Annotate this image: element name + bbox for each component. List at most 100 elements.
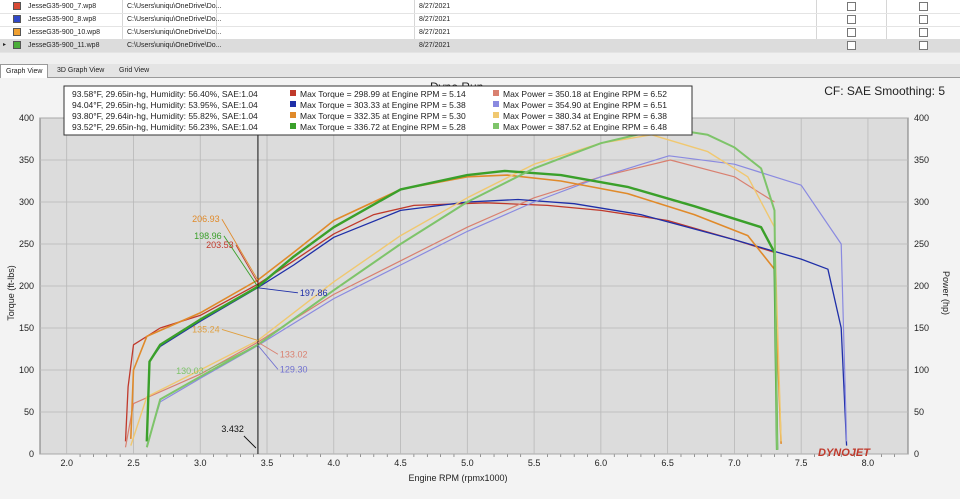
legend-power-swatch	[493, 101, 499, 107]
legend-torque-text: Max Torque = 332.35 at Engine RPM = 5.30	[300, 111, 466, 121]
series-power-line	[145, 127, 779, 450]
annotation-leader	[221, 328, 259, 341]
file-row[interactable]: ▸ JesseG35-900_11.wp8 C:\Users\uniqu\One…	[0, 39, 960, 53]
series-power-line	[130, 134, 782, 446]
x-tick-label: 5.5	[528, 458, 541, 468]
rpm-cursor-label: 3.432	[221, 424, 244, 434]
dynojet-logo: DYNOJET	[818, 447, 871, 459]
x-tick-label: 4.0	[328, 458, 341, 468]
annotation-label: 198.96	[194, 231, 222, 241]
legend-torque-swatch	[290, 112, 296, 118]
run-color-swatch[interactable]	[13, 41, 21, 49]
file-row[interactable]: JesseG35-900_10.wp8 C:\Users\uniqu\OneDr…	[0, 26, 960, 40]
cursor-label-arrow	[243, 435, 257, 449]
annotation-leader	[257, 341, 279, 355]
file-path: C:\Users\uniqu\OneDrive\Do...	[127, 29, 222, 36]
y-tick-label-right: 350	[914, 155, 929, 165]
legend-torque-text: Max Torque = 303.33 at Engine RPM = 5.38	[300, 100, 466, 110]
y-tick-label-left: 400	[19, 113, 34, 123]
tab-3d-graph-view[interactable]: 3D Graph View	[57, 67, 105, 74]
x-tick-label: 2.0	[60, 458, 73, 468]
legend-torque-text: Max Torque = 336.72 at Engine RPM = 5.28	[300, 122, 466, 132]
y-tick-label-right: 300	[914, 197, 929, 207]
annotation-label: 129.30	[280, 364, 308, 374]
y-tick-label-left: 100	[19, 365, 34, 375]
dyno-graph[interactable]: 2.0 2.5 3.0 3.5 4.0 4.5 5.0 5.5 6.0 6.5 7.0 7.5 8.0 0…	[0, 78, 960, 499]
legend-power-text: Max Power = 354.90 at Engine RPM = 6.51	[503, 100, 667, 110]
x-axis-label: Engine RPM (rpmx1000)	[408, 473, 507, 483]
file-path: C:\Users\uniqu\OneDrive\Do...	[127, 16, 222, 23]
tab-grid-view[interactable]: Grid View	[119, 67, 150, 74]
x-tick-label: 6.0	[595, 458, 608, 468]
checkbox[interactable]	[847, 41, 856, 50]
y-tick-label-left: 250	[19, 239, 34, 249]
view-tabs: Graph View 3D Graph View Grid View	[0, 64, 960, 78]
file-path: C:\Users\uniqu\OneDrive\Do...	[127, 3, 222, 10]
annotation-label: 130.03	[176, 366, 204, 376]
y-tick-label-left: 150	[19, 323, 34, 333]
legend-conditions: 93.80°F, 29.64in-hg, Humidity: 55.82%, S…	[72, 111, 258, 121]
series-power-line	[146, 155, 848, 446]
row-pointer-icon: ▸	[3, 42, 7, 48]
file-name: JesseG35-900_11.wp8	[28, 42, 100, 49]
series-power-line	[124, 159, 775, 448]
legend-power-swatch	[493, 112, 499, 118]
y-tick-label-right: 0	[914, 449, 919, 459]
checkbox[interactable]	[847, 28, 856, 37]
y-tick-label-right: 250	[914, 239, 929, 249]
run-color-swatch[interactable]	[13, 15, 21, 23]
legend-power-text: Max Power = 387.52 at Engine RPM = 6.48	[503, 122, 667, 132]
x-tick-label: 5.0	[461, 458, 474, 468]
file-date: 8/27/2021	[419, 3, 451, 10]
checkbox[interactable]	[847, 15, 856, 24]
run-color-swatch[interactable]	[13, 28, 21, 36]
annotation-label: 206.93	[192, 214, 220, 224]
legend-torque-swatch	[290, 123, 296, 129]
run-file-list: JesseG35-900_7.wp8 C:\Users\uniqu\OneDri…	[0, 0, 960, 53]
plot-area: 2.0 2.5 3.0 3.5 4.0 4.5 5.0 5.5 6.0 6.5 7.0 7.5 8.0 0…	[19, 104, 929, 468]
y-axis-label-right: Power (hp)	[941, 271, 951, 315]
annotation-label: 133.02	[280, 349, 308, 359]
x-tick-label: 8.0	[862, 458, 875, 468]
legend-power-text: Max Power = 350.18 at Engine RPM = 6.52	[503, 89, 667, 99]
annotation-leader	[235, 244, 259, 284]
annotation-label: 197.86	[300, 288, 328, 298]
file-date: 8/27/2021	[419, 29, 451, 36]
x-tick-label: 3.0	[194, 458, 207, 468]
y-tick-label-left: 200	[19, 281, 34, 291]
tab-graph-view[interactable]: Graph View	[0, 64, 49, 78]
y-tick-label-right: 150	[914, 323, 929, 333]
file-row[interactable]: JesseG35-900_7.wp8 C:\Users\uniqu\OneDri…	[0, 0, 960, 14]
y-tick-label-right: 50	[914, 407, 924, 417]
checkbox[interactable]	[919, 41, 928, 50]
checkbox[interactable]	[919, 2, 928, 11]
run-color-swatch[interactable]	[13, 2, 21, 10]
file-name: JesseG35-900_7.wp8	[28, 3, 97, 10]
x-tick-label: 3.5	[261, 458, 274, 468]
file-name: JesseG35-900_10.wp8	[28, 29, 100, 36]
checkbox[interactable]	[919, 28, 928, 37]
annotation-leader	[221, 218, 259, 281]
legend-conditions: 93.52°F, 29.65in-hg, Humidity: 56.23%, S…	[72, 122, 258, 132]
legend-box	[63, 85, 693, 136]
file-row[interactable]: JesseG35-900_8.wp8 C:\Users\uniqu\OneDri…	[0, 13, 960, 27]
checkbox[interactable]	[919, 15, 928, 24]
y-tick-label-left: 300	[19, 197, 34, 207]
y-axis-label-left: Torque (ft-lbs)	[6, 265, 16, 321]
checkbox[interactable]	[847, 2, 856, 11]
legend-power-swatch	[493, 123, 499, 129]
annotation-label: 135.24	[192, 324, 220, 334]
annotation-label: 203.53	[206, 240, 234, 250]
file-date: 8/27/2021	[419, 42, 451, 49]
x-tick-label: 2.5	[127, 458, 140, 468]
settings-readout: CF: SAE Smoothing: 5	[824, 84, 945, 98]
legend-power-text: Max Power = 380.34 at Engine RPM = 6.38	[503, 111, 667, 121]
legend-conditions: 94.04°F, 29.65in-hg, Humidity: 53.95%, S…	[72, 100, 258, 110]
file-date: 8/27/2021	[419, 16, 451, 23]
legend: 93.58°F, 29.65in-hg, Humidity: 56.40%, S…	[63, 85, 693, 136]
annotation-leader	[223, 235, 259, 288]
legend-conditions: 93.58°F, 29.65in-hg, Humidity: 56.40%, S…	[72, 89, 258, 99]
y-tick-label-right: 100	[914, 365, 929, 375]
y-tick-label-left: 0	[29, 449, 34, 459]
y-tick-label-right: 400	[914, 113, 929, 123]
